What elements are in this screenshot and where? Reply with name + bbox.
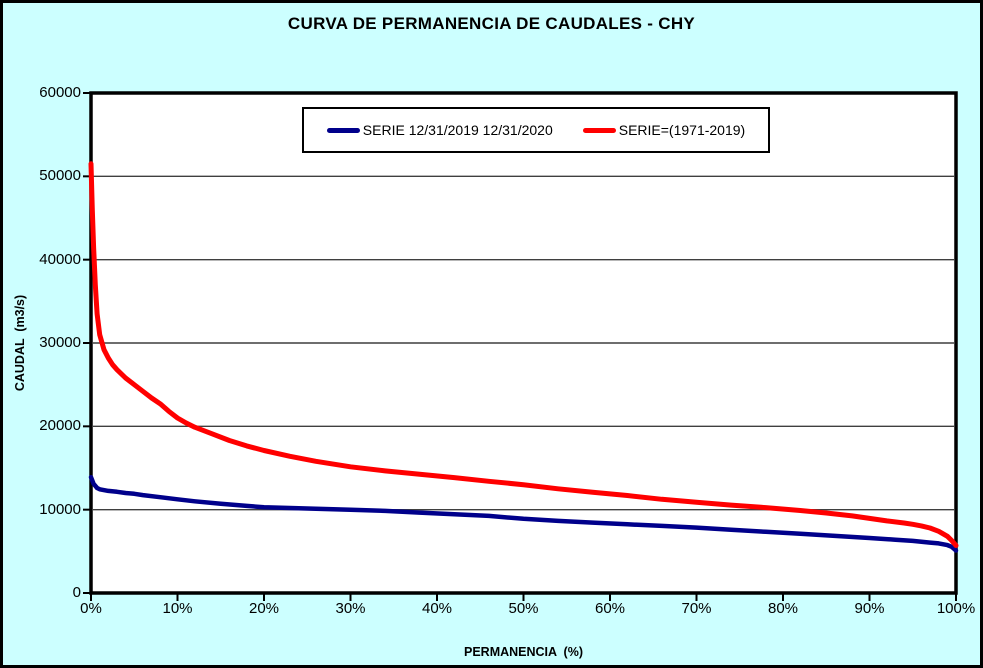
plot-frame <box>89 91 958 595</box>
y-tick-label: 40000 <box>39 250 81 268</box>
x-tick-label: 10% <box>162 600 193 617</box>
series-line-blue <box>88 474 959 553</box>
x-tick-label: 90% <box>854 600 885 617</box>
x-tick-label: 40% <box>421 600 453 617</box>
x-tick-label: 0% <box>80 600 102 617</box>
x-tick-label: 20% <box>248 600 280 617</box>
plot-area <box>83 91 959 601</box>
legend-label: SERIE=(1971-2019) <box>618 122 746 138</box>
y-tick-label: 50000 <box>39 167 81 185</box>
x-tick-label: 30% <box>335 600 366 617</box>
y-axis-title: CAUDAL (m3/s) <box>13 294 27 392</box>
legend-item: SERIE 12/31/2019 12/31/2020 <box>326 122 553 138</box>
x-tick-label: 70% <box>681 600 712 617</box>
x-tick-label: 100% <box>936 600 976 617</box>
chart-title: CURVA DE PERMANENCIA DE CAUDALES - CHY <box>287 14 696 33</box>
legend-label: SERIE 12/31/2019 12/31/2020 <box>362 122 553 138</box>
y-tick-label: 0 <box>72 584 81 601</box>
legend-line-sample-blue-icon <box>326 127 360 133</box>
y-tick-label: 30000 <box>39 334 81 351</box>
legend-line-sample-red-icon <box>582 127 616 133</box>
y-tick-label: 10000 <box>39 500 81 518</box>
x-tick-label: 50% <box>508 600 539 617</box>
legend-item: SERIE=(1971-2019) <box>582 122 746 138</box>
x-tick-label: 80% <box>767 600 799 617</box>
y-tick-label: 60000 <box>39 84 81 101</box>
series-line-red <box>88 161 959 548</box>
x-tick-label: 60% <box>594 600 626 617</box>
x-axis-title: PERMANENCIA (%) <box>464 645 583 659</box>
legend: SERIE 12/31/2019 12/31/2020 SERIE=(1971-… <box>302 107 770 153</box>
y-tick-label: 20000 <box>39 417 81 435</box>
